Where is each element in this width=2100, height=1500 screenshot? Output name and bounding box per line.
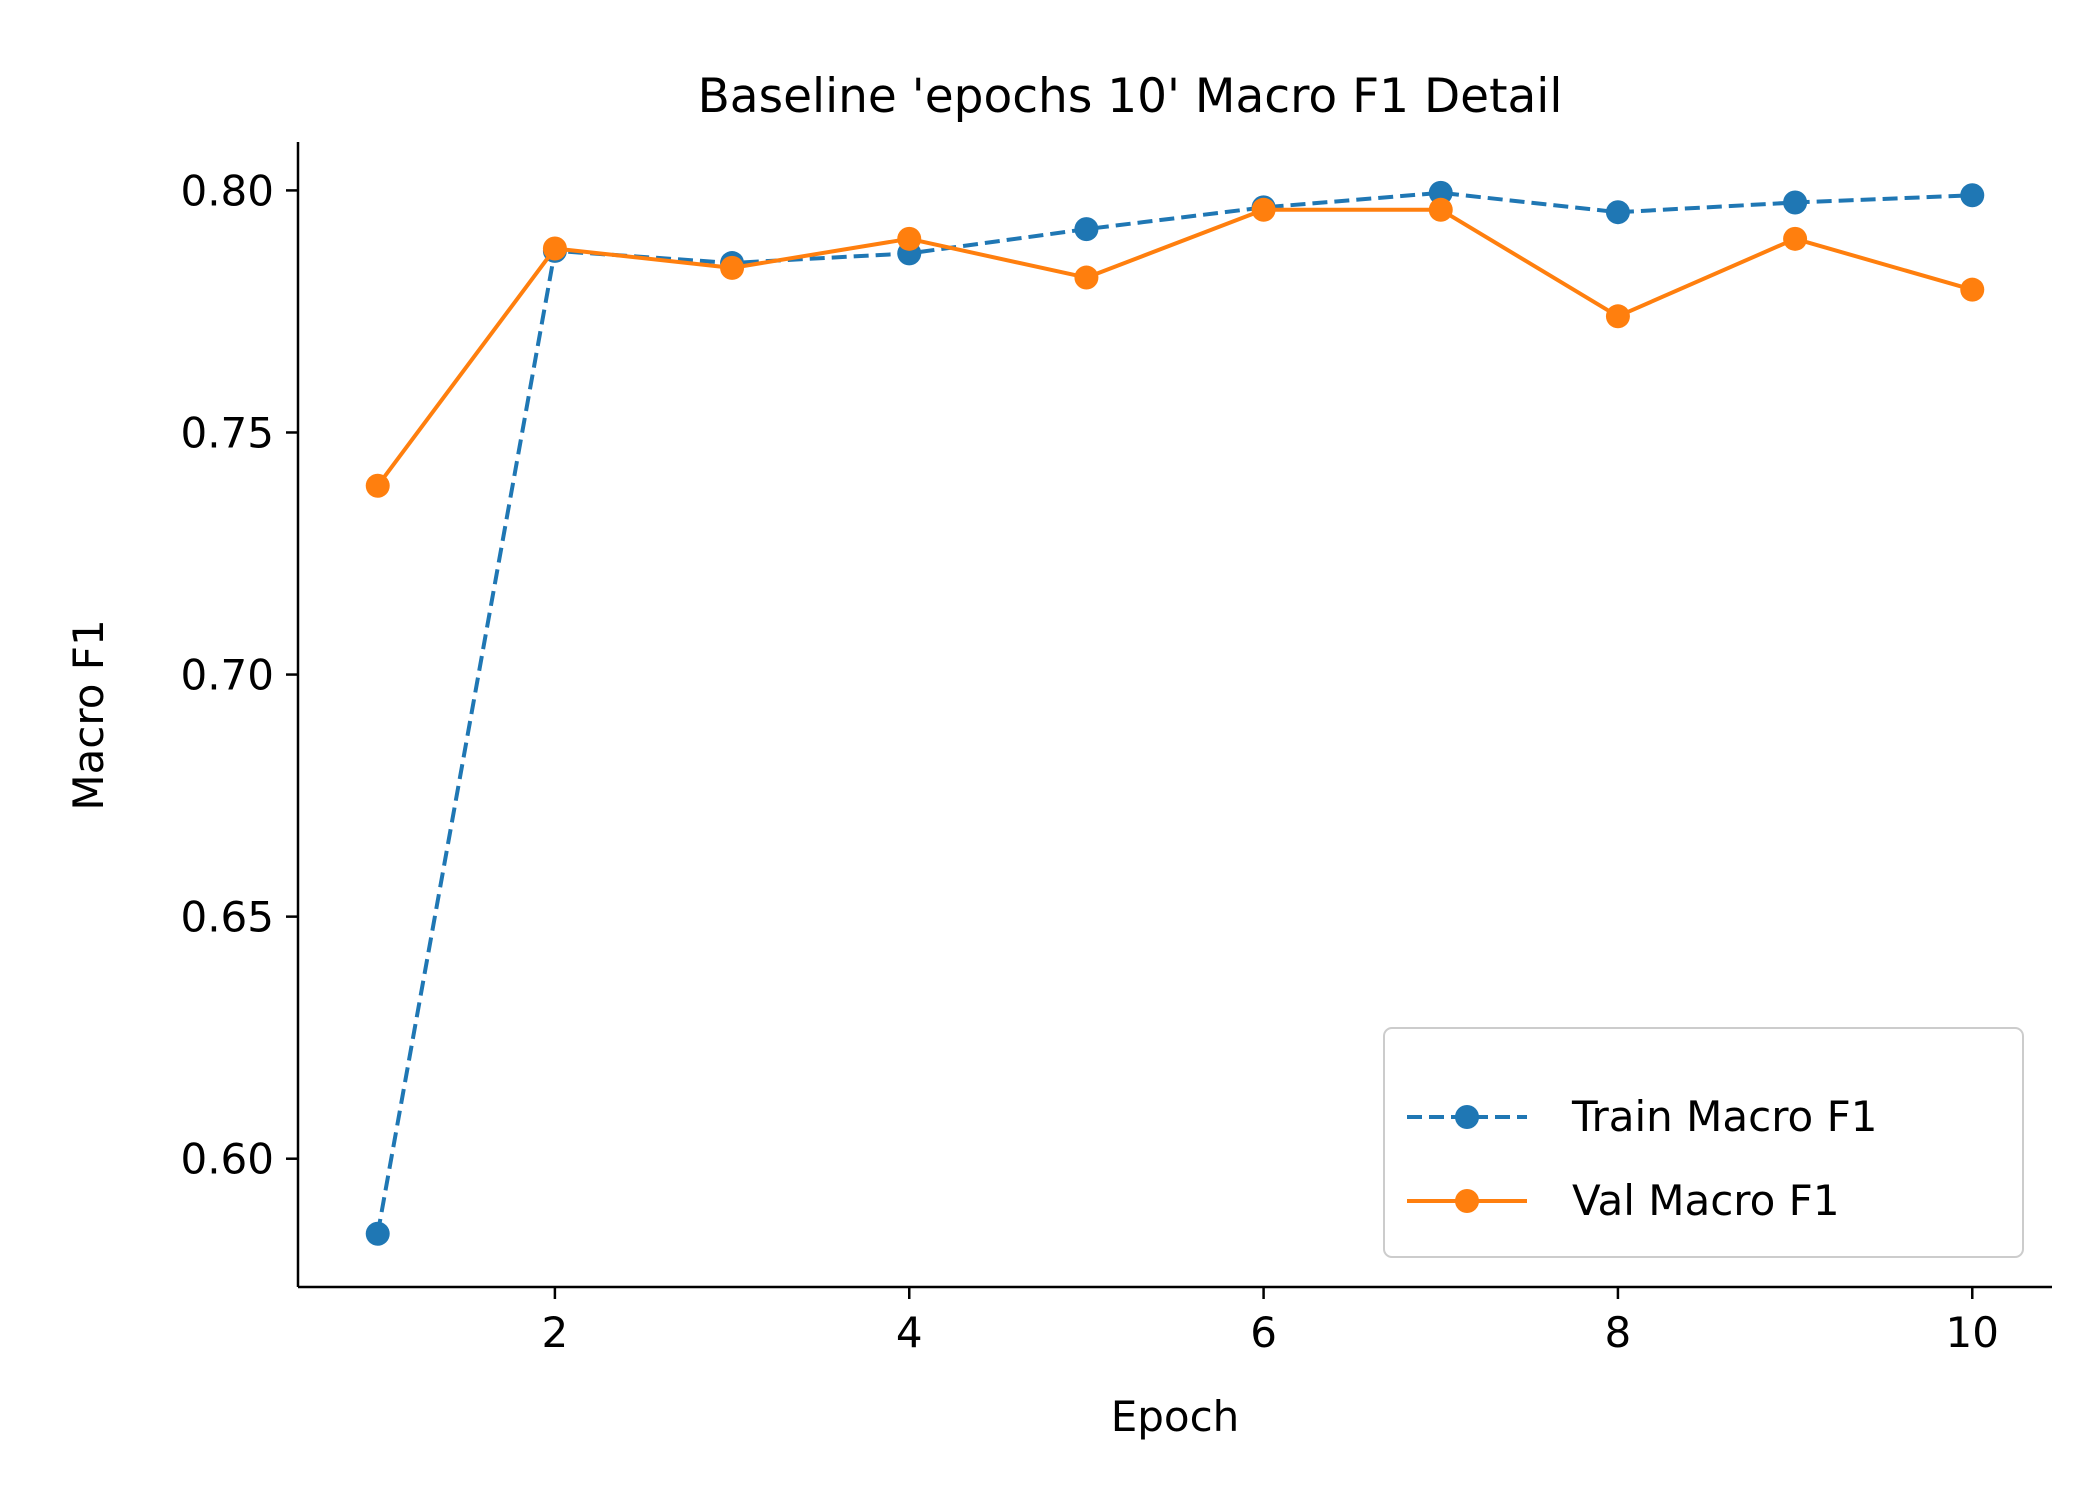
data-point-val-macro-f1 (1605, 304, 1630, 329)
data-point-train-macro-f1 (1074, 217, 1099, 242)
y-tick-label: 0.75 (180, 408, 274, 457)
y-ticks: 0.60 0.65 0.70 0.75 0.80 (180, 166, 298, 1184)
legend-label-val: Val Macro F1 (1572, 1176, 1840, 1225)
data-point-val-macro-f1 (1783, 226, 1808, 251)
x-tick-label: 2 (542, 1308, 569, 1357)
data-point-train-macro-f1 (1605, 200, 1630, 225)
data-point-val-macro-f1 (720, 255, 745, 280)
x-axis-label: Epoch (1111, 1392, 1240, 1441)
series-val-macro-f1 (365, 197, 1985, 498)
legend-label-train: Train Macro F1 (1571, 1092, 1877, 1141)
data-point-val-macro-f1 (1428, 197, 1453, 222)
y-tick-label: 0.80 (180, 166, 274, 215)
data-point-val-macro-f1 (542, 236, 567, 261)
series-layer (365, 180, 1985, 1246)
plot-area: 2 4 6 8 10 0.60 0.65 0.70 0.75 0.80 (180, 142, 2052, 1357)
series-line-val-macro-f1 (376, 207, 1973, 487)
data-point-val-macro-f1 (1074, 265, 1099, 290)
y-axis-label: Macro F1 (64, 619, 113, 810)
y-tick-label: 0.60 (180, 1135, 274, 1184)
data-point-train-macro-f1 (1783, 190, 1808, 215)
legend-marker-train (1455, 1105, 1479, 1129)
data-point-train-macro-f1 (365, 1221, 390, 1246)
data-point-val-macro-f1 (897, 226, 922, 251)
chart-title: Baseline 'epochs 10' Macro F1 Detail (698, 69, 1563, 124)
x-tick-label: 6 (1250, 1308, 1277, 1357)
data-point-train-macro-f1 (1428, 180, 1453, 205)
x-ticks: 2 4 6 8 10 (542, 1287, 1999, 1357)
data-point-val-macro-f1 (1251, 197, 1276, 222)
data-point-val-macro-f1 (1960, 277, 1985, 302)
data-point-val-macro-f1 (365, 473, 390, 498)
x-tick-label: 4 (896, 1308, 923, 1357)
legend-frame (1383, 1027, 2024, 1258)
legend: Train Macro F1 Val Macro F1 (1383, 1027, 2024, 1258)
y-tick-label: 0.70 (180, 651, 274, 700)
x-tick-label: 8 (1605, 1308, 1632, 1357)
data-point-train-macro-f1 (1960, 183, 1985, 208)
y-tick-label: 0.65 (180, 893, 274, 942)
legend-marker-val (1455, 1189, 1479, 1213)
x-tick-label: 10 (1946, 1308, 1999, 1357)
